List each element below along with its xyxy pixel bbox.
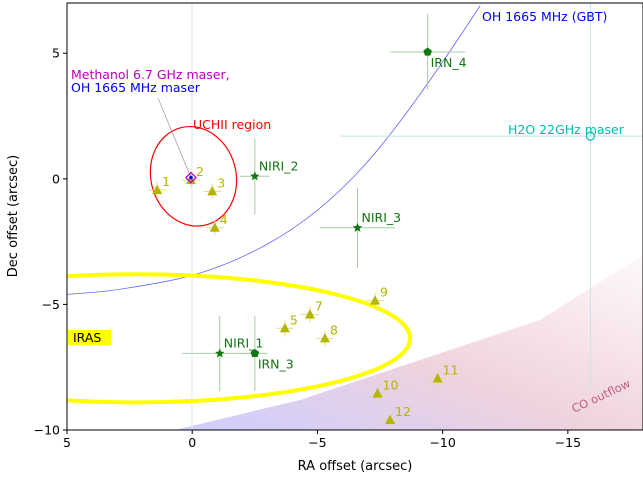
x-tick-label: −15 xyxy=(555,435,581,450)
x-tick-label: −10 xyxy=(429,435,455,450)
co-outflow-region xyxy=(175,255,643,430)
maser-leader-line xyxy=(157,97,192,178)
triangle-marker-9 xyxy=(370,295,381,305)
triangle-marker-11 xyxy=(432,373,443,383)
niri-1-marker xyxy=(215,348,225,358)
y-axis-label: Dec offset (arcsec) xyxy=(6,155,21,277)
triangle-label-2: 2 xyxy=(196,164,204,179)
niri-3-label: NIRI_3 xyxy=(362,210,402,225)
triangle-label-8: 8 xyxy=(330,322,338,337)
y-tick-label: −10 xyxy=(34,423,60,438)
triangle-label-5: 5 xyxy=(290,312,298,327)
y-tick-label: 0 xyxy=(52,171,60,186)
triangle-label-9: 9 xyxy=(380,285,388,300)
triangle-marker-12 xyxy=(385,414,396,424)
triangle-label-3: 3 xyxy=(217,175,225,190)
oh-gbt-label: OH 1665 MHz (GBT) xyxy=(482,9,607,24)
plot-area: 12345789101112NIRI_2NIRI_3NIRI_1IRN_4IRN… xyxy=(67,3,643,430)
water-maser-error-bars xyxy=(339,3,643,388)
triangle-marker-3 xyxy=(207,185,218,196)
oh-gbt-arc xyxy=(67,5,481,295)
methanol-maser-label: Methanol 6.7 GHz maser, xyxy=(71,67,230,82)
y-tick-label: 5 xyxy=(52,46,60,61)
y-tick-label: −5 xyxy=(42,297,60,312)
oh-maser-marker xyxy=(189,175,193,180)
x-axis-label: RA offset (arcsec) xyxy=(298,459,413,474)
methanol-maser-marker xyxy=(185,171,197,184)
data-marks: 12345789101112NIRI_2NIRI_3NIRI_1IRN_4IRN… xyxy=(148,14,596,428)
irn-4-marker xyxy=(423,47,432,56)
oh-maser-label: OH 1665 MHz maser xyxy=(71,80,201,95)
triangle-marker-7 xyxy=(304,308,315,319)
triangle-marker-8 xyxy=(319,332,330,343)
triangle-marker-10 xyxy=(372,388,383,398)
water-maser-label: H2O 22GHz maser xyxy=(508,122,625,137)
uchii-region-ellipse xyxy=(149,125,238,227)
triangle-marker-5 xyxy=(279,322,290,333)
niri-2-marker xyxy=(250,171,260,181)
water-maser-marker xyxy=(585,131,596,141)
triangle-marker-1 xyxy=(152,184,163,195)
iras-label-box xyxy=(68,330,111,345)
uchii-region-label: UCHII region xyxy=(193,117,271,132)
niri-3-marker xyxy=(352,222,363,232)
axis-ticks: 5 0 −5 −10 −15 5 0 −5 −10 xyxy=(34,46,581,450)
triangle-label-10: 10 xyxy=(383,378,399,393)
iras-label: IRAS xyxy=(73,330,101,345)
axes-frame xyxy=(66,2,643,431)
iras-ellipse xyxy=(67,272,413,405)
niri-2-label: NIRI_2 xyxy=(259,158,299,173)
triangle-label-11: 11 xyxy=(443,363,459,378)
triangle-label-1: 1 xyxy=(162,174,170,189)
irn-4-label: IRN_4 xyxy=(431,55,467,70)
irn-3-marker xyxy=(250,348,260,358)
triangle-label-4: 4 xyxy=(220,212,228,227)
x-tick-label: 0 xyxy=(188,435,196,450)
x-tick-label: −5 xyxy=(308,435,326,450)
niri-1-label: NIRI_1 xyxy=(224,335,264,350)
triangle-label-7: 7 xyxy=(315,298,323,313)
triangle-label-12: 12 xyxy=(395,404,411,419)
triangle-marker-4 xyxy=(209,222,220,232)
irn-3-label: IRN_3 xyxy=(258,356,294,371)
x-tick-label: 5 xyxy=(63,435,71,450)
